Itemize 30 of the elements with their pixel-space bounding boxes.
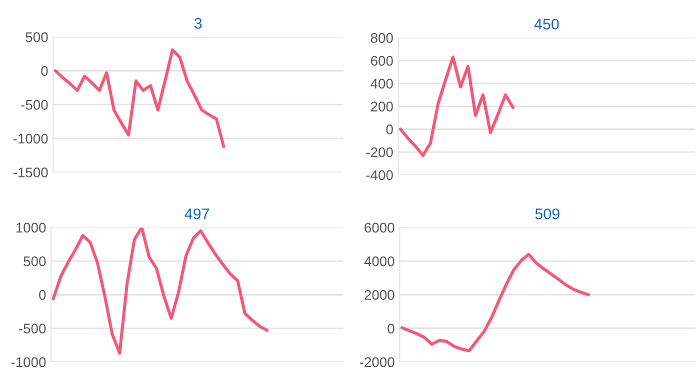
y-tick-label: 800 xyxy=(370,33,393,43)
y-tick-label: 500 xyxy=(24,256,46,266)
y-tick-label: -400 xyxy=(366,170,393,180)
line-series xyxy=(52,227,269,355)
line-series xyxy=(54,48,226,148)
y-tick-label: 600 xyxy=(370,56,393,66)
y-tick-label: 0 xyxy=(39,290,46,300)
y-tick-label: -1500 xyxy=(13,168,48,178)
y-tick-label: 0 xyxy=(388,324,394,334)
y-tick-label: 4000 xyxy=(364,256,394,266)
y-tick-label: 500 xyxy=(26,32,48,42)
line-series xyxy=(400,252,590,352)
chart-title: 3 xyxy=(194,18,202,29)
y-tick-label: -500 xyxy=(21,100,48,110)
y-tick-label: -200 xyxy=(366,147,393,158)
y-tick-label: 0 xyxy=(386,124,393,134)
chart-title: 450 xyxy=(534,18,559,30)
chart-title: 497 xyxy=(184,208,210,220)
y-tick-label: -2000 xyxy=(360,357,394,368)
y-tick-label: -500 xyxy=(19,324,46,334)
y-tick-label: -1000 xyxy=(11,357,46,368)
y-tick-label: 200 xyxy=(370,102,393,112)
y-tick-label: 400 xyxy=(370,78,393,89)
y-tick-label: 2000 xyxy=(364,290,394,300)
chart-title: 509 xyxy=(535,208,560,220)
y-tick-label: 1000 xyxy=(16,222,46,233)
y-tick-label: -1000 xyxy=(13,134,48,144)
y-tick-label: 0 xyxy=(41,66,48,76)
y-tick-label: 6000 xyxy=(364,222,394,233)
line-series xyxy=(399,56,515,157)
